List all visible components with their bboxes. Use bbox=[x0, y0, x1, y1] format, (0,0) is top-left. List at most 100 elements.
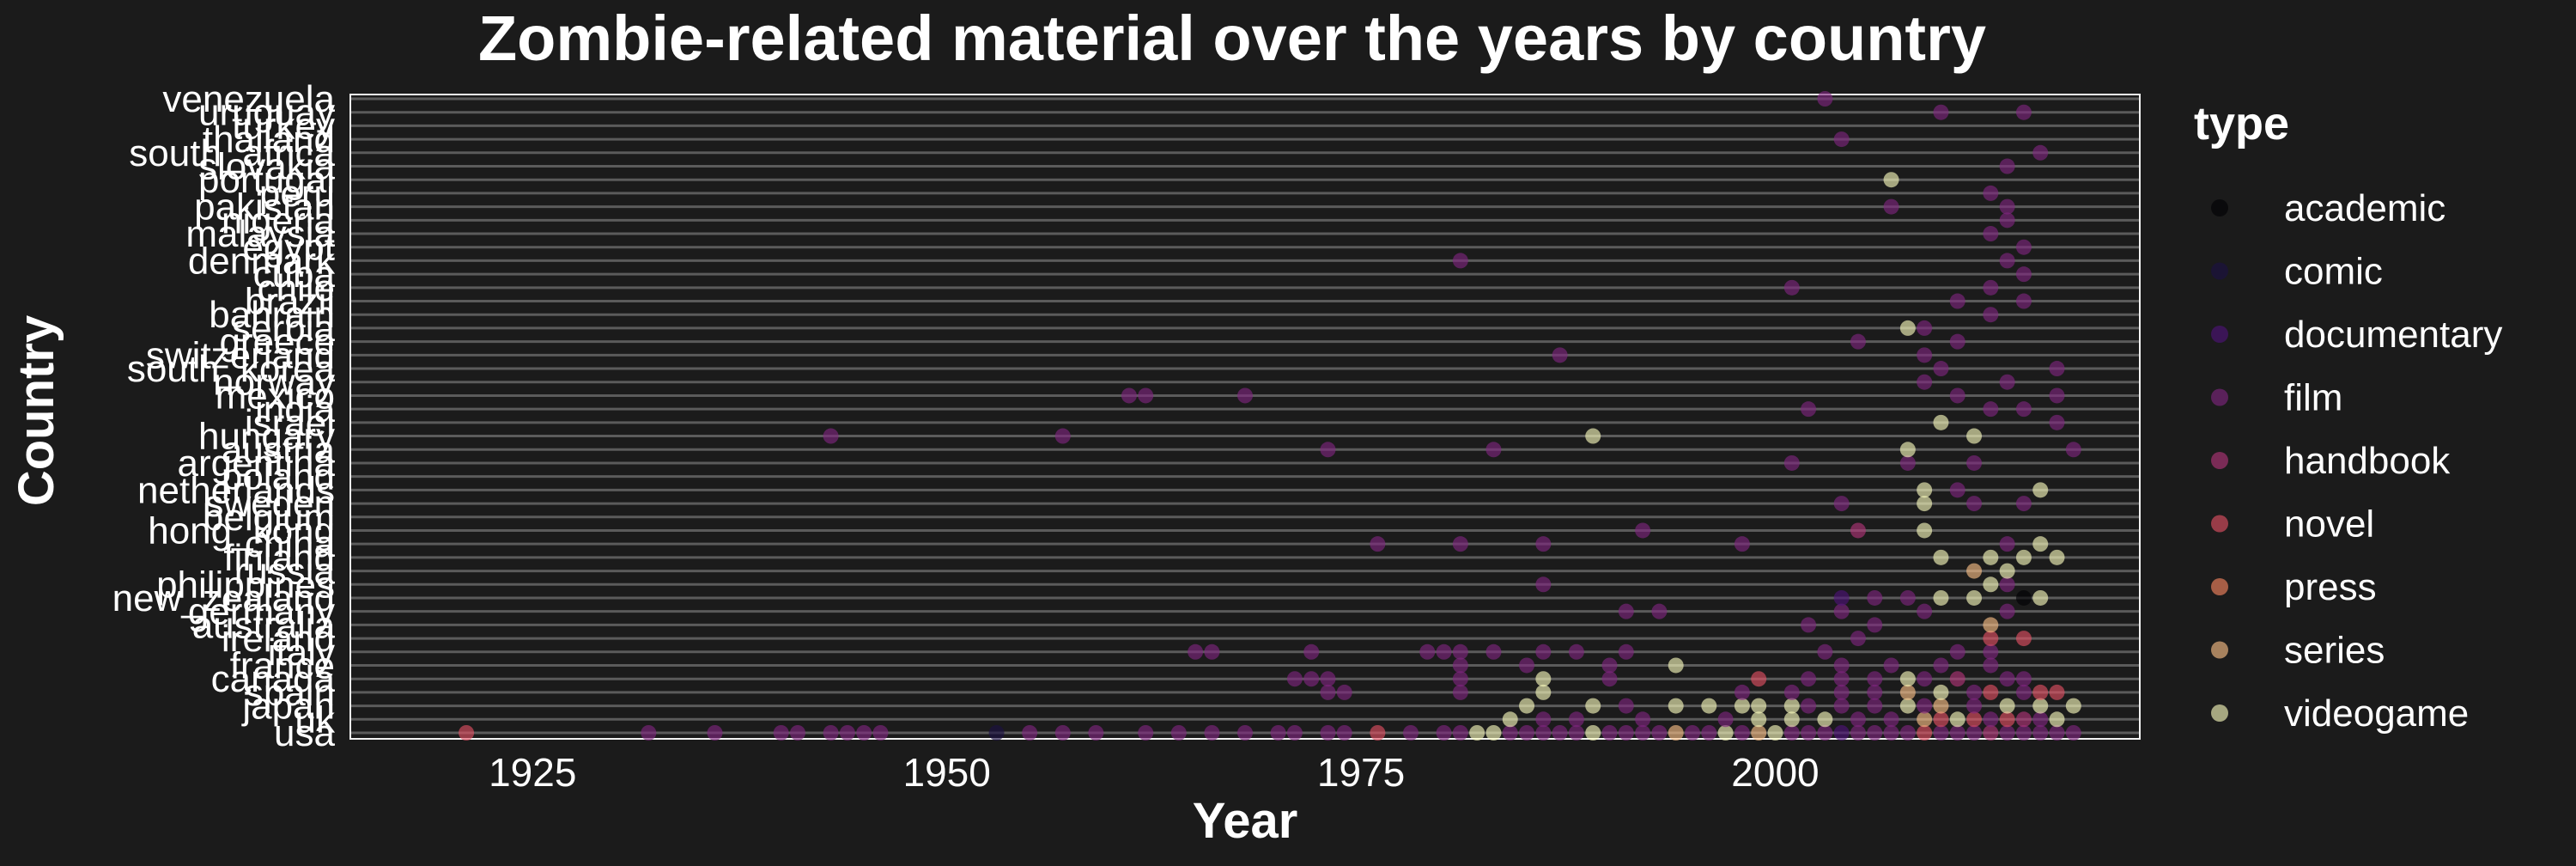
data-point-videogame bbox=[1983, 576, 1999, 593]
data-point-videogame bbox=[2032, 589, 2049, 606]
data-point-film bbox=[1618, 698, 1634, 714]
data-point-film bbox=[1370, 536, 1386, 552]
legend-key-videogame bbox=[2211, 704, 2228, 722]
data-point-videogame bbox=[1783, 711, 1800, 728]
data-point-film bbox=[1966, 725, 1983, 741]
data-point-film bbox=[1783, 279, 1800, 296]
data-point-videogame bbox=[1966, 589, 1983, 606]
data-point-film bbox=[2015, 239, 2032, 255]
data-point-film bbox=[1601, 671, 1618, 687]
data-point-film bbox=[1983, 185, 1999, 201]
x-axis-label: Year bbox=[1193, 793, 1298, 849]
data-point-videogame bbox=[1734, 698, 1750, 714]
data-point-videogame bbox=[2065, 698, 2081, 714]
y-tick-label: india bbox=[255, 388, 335, 430]
data-point-film bbox=[1999, 212, 2015, 229]
y-tick-label: greece bbox=[219, 321, 335, 363]
data-point-videogame bbox=[2032, 536, 2049, 552]
data-point-videogame bbox=[1585, 428, 1601, 444]
data-point-documentary bbox=[1833, 589, 1850, 606]
data-point-videogame bbox=[1933, 589, 1949, 606]
data-point-film bbox=[1983, 401, 1999, 418]
y-tick-label: finland bbox=[223, 537, 335, 579]
y-tick-label: austria bbox=[222, 429, 336, 471]
data-point-film bbox=[1801, 698, 1817, 714]
data-point-film bbox=[1237, 725, 1253, 741]
data-point-film bbox=[1999, 198, 2015, 215]
y-tick-label: uk bbox=[295, 698, 336, 741]
data-point-film bbox=[641, 725, 657, 741]
y-tick-label: norway bbox=[213, 362, 335, 404]
data-point-film bbox=[1867, 589, 1883, 606]
data-point-film bbox=[1054, 725, 1071, 741]
data-point-film bbox=[1485, 442, 1502, 458]
data-point-film bbox=[1966, 698, 1983, 714]
y-tick-label: chile bbox=[258, 267, 336, 309]
data-point-videogame bbox=[1999, 563, 2015, 579]
data-point-film bbox=[1320, 725, 1336, 741]
data-point-film bbox=[1983, 279, 1999, 296]
data-point-film bbox=[1320, 442, 1336, 458]
data-point-film bbox=[1088, 725, 1104, 741]
data-point-film bbox=[1833, 131, 1850, 148]
data-point-film bbox=[1999, 374, 2015, 390]
data-point-novel bbox=[2049, 684, 2065, 700]
data-point-film bbox=[1717, 711, 1734, 728]
y-tick-label: israel bbox=[245, 402, 335, 444]
data-point-film bbox=[1801, 401, 1817, 418]
data-point-film bbox=[2032, 711, 2049, 728]
data-point-film bbox=[1883, 711, 1899, 728]
data-point-film bbox=[1188, 643, 1204, 660]
y-tick-label: usa bbox=[274, 712, 335, 754]
data-point-film bbox=[1867, 671, 1883, 687]
data-point-film bbox=[1320, 684, 1336, 700]
data-point-novel bbox=[1983, 631, 1999, 647]
data-point-film bbox=[1833, 496, 1850, 512]
data-point-film bbox=[1436, 643, 1452, 660]
data-point-film bbox=[1949, 725, 1965, 741]
data-point-film bbox=[1568, 643, 1584, 660]
data-point-film bbox=[1336, 725, 1352, 741]
data-point-film bbox=[1899, 589, 1916, 606]
data-point-videogame bbox=[1999, 698, 2015, 714]
data-point-videogame bbox=[1983, 549, 1999, 565]
legend-label-comic: comic bbox=[2284, 251, 2383, 293]
data-point-film bbox=[1635, 725, 1651, 741]
legend-label-videogame: videogame bbox=[2284, 692, 2469, 735]
data-point-film bbox=[1535, 576, 1552, 593]
legend-label-academic: academic bbox=[2284, 187, 2445, 229]
data-point-videogame bbox=[2015, 549, 2032, 565]
y-tick-label: china bbox=[245, 523, 336, 565]
data-point-videogame bbox=[1701, 698, 1717, 714]
data-point-documentary bbox=[1833, 725, 1850, 741]
x-tick-label: 1950 bbox=[902, 750, 990, 795]
y-tick-label: bahrain bbox=[209, 294, 335, 336]
y-tick-label: canada bbox=[211, 658, 336, 700]
x-tick-label: 2000 bbox=[1731, 750, 1819, 795]
data-point-film bbox=[1204, 643, 1220, 660]
y-tick-label: new_zealand bbox=[112, 577, 335, 619]
data-point-film bbox=[1651, 725, 1668, 741]
data-point-film bbox=[1983, 643, 1999, 660]
data-point-film bbox=[2015, 684, 2032, 700]
data-point-film bbox=[1138, 725, 1154, 741]
y-tick-label: south_africa bbox=[129, 132, 335, 174]
data-point-series bbox=[1917, 711, 1933, 728]
data-point-film bbox=[1833, 684, 1850, 700]
data-point-film bbox=[1783, 454, 1800, 471]
data-point-film bbox=[1635, 711, 1651, 728]
data-point-film bbox=[1022, 725, 1038, 741]
data-point-film bbox=[1899, 454, 1916, 471]
data-point-videogame bbox=[1502, 711, 1518, 728]
data-point-film bbox=[1801, 617, 1817, 633]
data-point-film bbox=[1999, 725, 2015, 741]
data-point-film bbox=[1054, 428, 1071, 444]
data-point-series bbox=[1983, 617, 1999, 633]
y-tick-label: sweden bbox=[204, 483, 335, 525]
data-point-novel bbox=[1966, 711, 1983, 728]
data-point-videogame bbox=[1485, 725, 1502, 741]
data-point-film bbox=[1966, 684, 1983, 700]
data-point-film bbox=[1452, 657, 1468, 674]
data-point-videogame bbox=[1899, 442, 1916, 458]
data-point-videogame bbox=[1899, 320, 1916, 336]
